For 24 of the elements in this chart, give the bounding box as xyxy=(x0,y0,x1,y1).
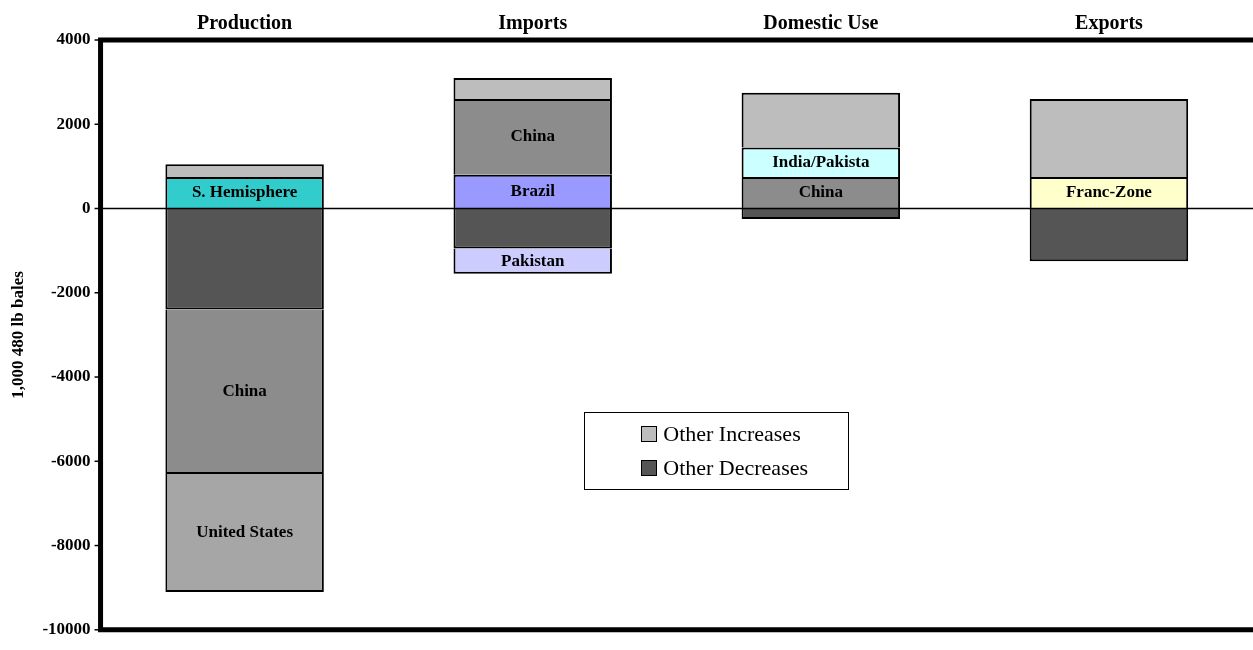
series-label: United States xyxy=(196,522,294,542)
series-label: Franc-Zone xyxy=(1065,182,1153,202)
y-tick-label: -8000 xyxy=(50,534,91,554)
legend-label: Other Decreases xyxy=(663,453,809,482)
y-tick-label: 4000 xyxy=(56,29,91,49)
x-tick-label: Exports xyxy=(1075,11,1144,35)
y-tick-label: -10000 xyxy=(42,619,91,639)
series-label: China xyxy=(798,182,844,202)
y-tick-label: -6000 xyxy=(50,450,91,470)
series-label: Pakistan xyxy=(501,250,565,270)
x-tick-label: Production xyxy=(197,11,293,34)
y-tick-label: -4000 xyxy=(50,366,91,386)
y-tick-label: 0 xyxy=(82,197,91,217)
y-tick-label: 2000 xyxy=(56,113,91,133)
y-axis-title: 1,000 480 lb bales xyxy=(7,270,27,399)
x-tick-label: Domestic Use xyxy=(763,11,879,34)
y-tick-label: -2000 xyxy=(50,282,91,302)
x-tick-label: Imports xyxy=(498,11,568,35)
series-label: S. Hemisphere xyxy=(191,182,298,202)
series-label: India/Pakista xyxy=(772,151,870,171)
legend-label: Other Increases xyxy=(663,419,801,448)
text: China xyxy=(510,126,555,146)
series-label: Brazil xyxy=(510,181,556,201)
text: China xyxy=(222,381,267,401)
